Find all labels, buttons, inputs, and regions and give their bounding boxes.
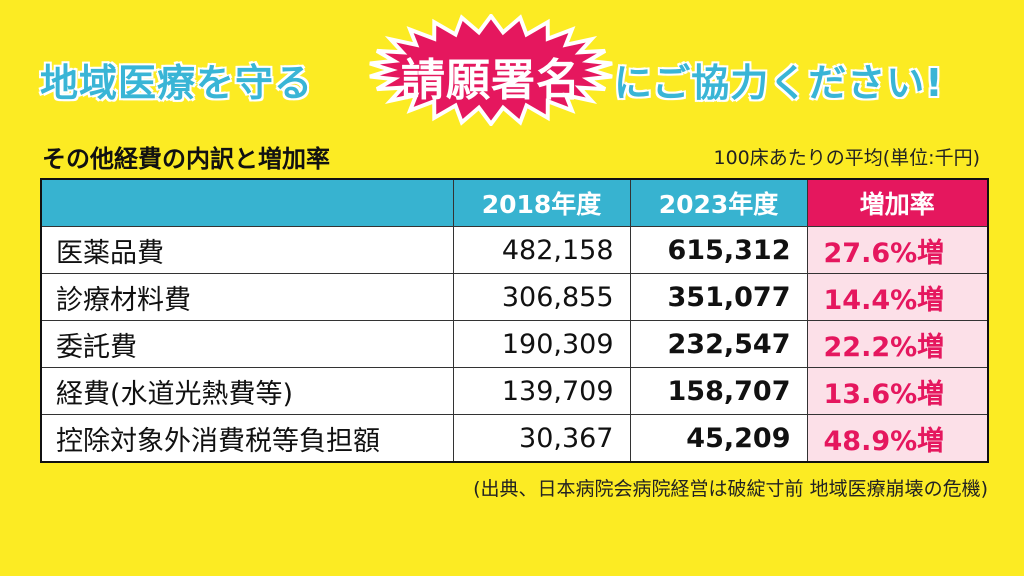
headline-emphasis-text: 請願署名 [401,55,581,106]
header-item [40,178,454,227]
header-2018: 2018年度 [452,178,631,227]
table-row: 経費(水道光熱費等) 139,709 158,707 13.6%増 [40,367,989,415]
table-header-row: 2018年度 2023年度 増加率 [40,178,989,227]
table-row: 委託費 190,309 232,547 22.2%増 [40,320,989,368]
row-value-2018: 139,709 [452,367,631,415]
row-value-2018: 190,309 [452,320,631,368]
header-2023: 2023年度 [629,178,808,227]
section-title: その他経費の内訳と増加率 [42,145,330,173]
table-row: 控除対象外消費税等負担額 30,367 45,209 48.9%増 [40,414,989,463]
row-value-2018: 482,158 [452,226,631,274]
table-row: 医薬品費 482,158 615,312 27.6%増 [40,226,989,274]
expense-table: 2018年度 2023年度 増加率 医薬品費 482,158 615,312 2… [40,178,989,463]
row-rate: 48.9%増 [806,414,989,463]
row-value-2023: 232,547 [629,320,808,368]
row-value-2023: 45,209 [629,414,808,463]
row-rate: 14.4%増 [806,273,989,321]
headline-left-text: 地域医療を守る [39,60,314,106]
row-item: 委託費 [40,320,454,368]
row-rate: 13.6%増 [806,367,989,415]
table-row: 診療材料費 306,855 351,077 14.4%増 [40,273,989,321]
header-rate: 増加率 [806,178,989,227]
row-item: 診療材料費 [40,273,454,321]
source-citation: (出典、日本病院会病院経営は破綻寸前 地域医療崩壊の危機) [473,478,988,500]
row-item: 控除対象外消費税等負担額 [40,414,454,463]
starburst-badge [369,14,613,126]
row-value-2018: 30,367 [452,414,631,463]
unit-note: 100床あたりの平均(単位:千円) [713,147,981,169]
row-value-2023: 351,077 [629,273,808,321]
row-value-2018: 306,855 [452,273,631,321]
row-item: 経費(水道光熱費等) [40,367,454,415]
row-rate: 22.2%増 [806,320,989,368]
row-item: 医薬品費 [40,226,454,274]
headline-banner: 地域医療を守る 請願署名 にご協力ください! [0,14,1024,126]
row-value-2023: 158,707 [629,367,808,415]
row-rate: 27.6%増 [806,226,989,274]
headline-right-text: にご協力ください! [613,60,944,106]
row-value-2023: 615,312 [629,226,808,274]
